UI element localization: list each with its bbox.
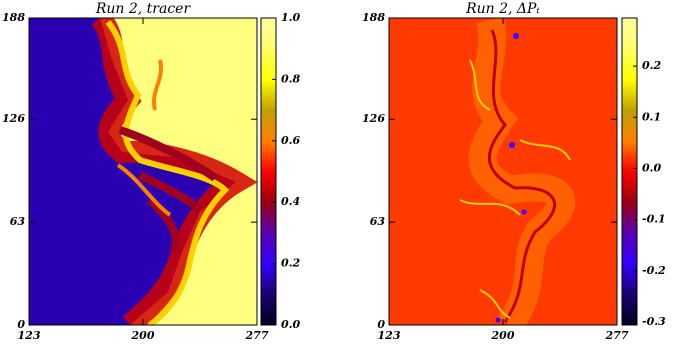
y-tick-label: 0 [17, 318, 25, 331]
colorbar-tick-label: -0.3 [642, 315, 666, 328]
x-tick-label: 277 [245, 329, 269, 342]
pressure-field [389, 18, 617, 325]
colorbar-tick-label: 0.0 [642, 161, 661, 174]
colorbar-tick-label: 0.4 [281, 195, 300, 208]
chart-title: Run 2, ΔPₜ [465, 1, 540, 17]
y-tick-label: 126 [362, 112, 385, 125]
colorbar-tick-label: 1.0 [281, 11, 300, 24]
y-tick-label: 188 [2, 11, 25, 24]
colorbar [621, 17, 638, 326]
colorbar [260, 17, 277, 326]
y-tick-label: 188 [362, 11, 385, 24]
colorbar-tick-label: 0.6 [281, 134, 300, 147]
colorbar-tick-label: -0.2 [642, 264, 666, 277]
x-tick-label: 200 [491, 329, 515, 342]
y-tick-label: 0 [377, 318, 385, 331]
chart-title: Run 2, tracer [95, 1, 192, 17]
colorbar-tick-label: 0.8 [281, 72, 300, 85]
x-tick-label: 123 [18, 329, 41, 342]
x-tick-label: 200 [131, 329, 155, 342]
y-tick-label: 63 [10, 215, 26, 228]
y-tick-label: 126 [2, 112, 25, 125]
colorbar-tick-label: 0.2 [642, 59, 661, 72]
colorbar-tick-label: 0.2 [281, 257, 300, 270]
colorbar-tick-label: 0.0 [281, 318, 300, 331]
x-tick-label: 123 [378, 329, 401, 342]
x-tick-label: 277 [605, 329, 629, 342]
tracer-field [29, 18, 257, 325]
colorbar-tick-label: -0.1 [642, 213, 666, 226]
colorbar-tick-label: 0.1 [642, 110, 661, 123]
y-tick-label: 63 [370, 215, 386, 228]
